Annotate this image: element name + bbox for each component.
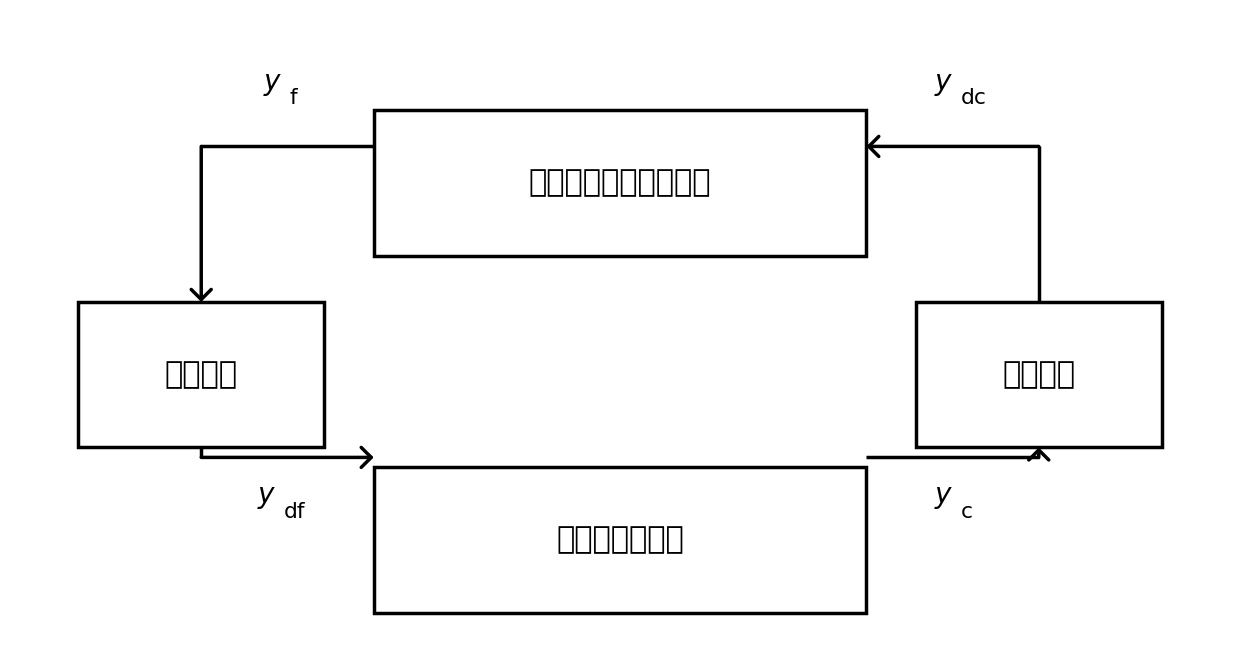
Text: df: df: [284, 502, 305, 522]
Text: 广域阻尼控制器: 广域阻尼控制器: [556, 526, 684, 555]
Text: c: c: [961, 502, 973, 522]
Text: $\mathbf{\mathit{y}}$: $\mathbf{\mathit{y}}$: [263, 70, 283, 98]
Text: 物理信息融合电力系统: 物理信息融合电力系统: [528, 168, 712, 198]
Text: $\mathbf{\mathit{y}}$: $\mathbf{\mathit{y}}$: [934, 70, 954, 98]
FancyBboxPatch shape: [373, 110, 867, 255]
Text: 反馈时滞: 反馈时滞: [165, 360, 238, 389]
Text: 输出时滞: 输出时滞: [1002, 360, 1075, 389]
FancyBboxPatch shape: [373, 468, 867, 613]
Text: $\mathbf{\mathit{y}}$: $\mathbf{\mathit{y}}$: [934, 483, 954, 511]
FancyBboxPatch shape: [78, 302, 325, 448]
FancyBboxPatch shape: [915, 302, 1162, 448]
Text: $\mathbf{\mathit{y}}$: $\mathbf{\mathit{y}}$: [257, 483, 277, 511]
Text: f: f: [290, 88, 298, 108]
Text: dc: dc: [961, 88, 987, 108]
